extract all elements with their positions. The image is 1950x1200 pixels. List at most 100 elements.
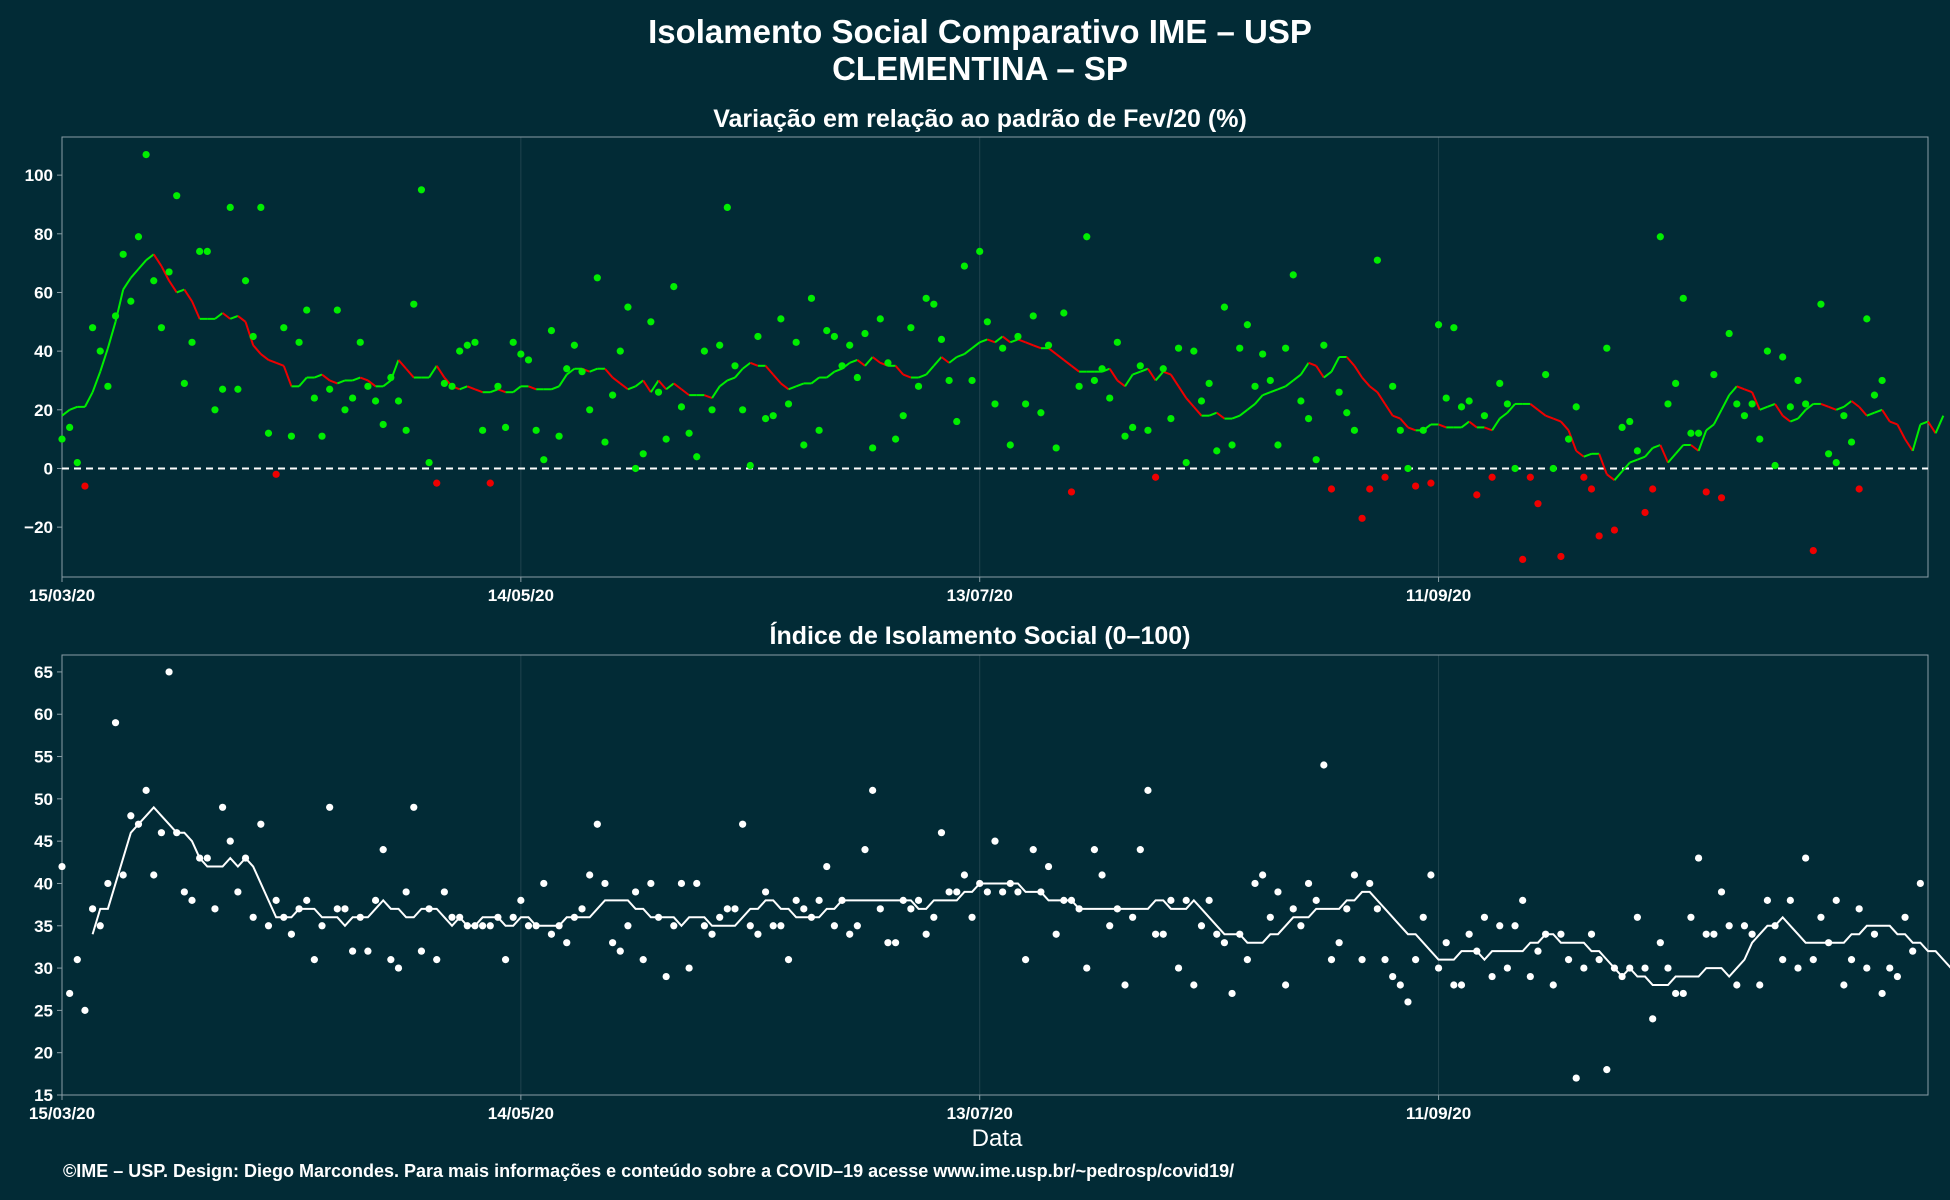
data-point [1151,930,1160,938]
moving-average-segment [566,367,575,376]
moving-average-segment [1835,405,1845,411]
data-point [303,306,311,314]
moving-average-segment [1567,429,1578,452]
data-point [1748,930,1756,938]
moving-average-segment [61,409,71,417]
data-point [1702,488,1710,496]
data-point [1916,879,1924,888]
data-point [570,913,578,921]
data-point [1473,947,1481,955]
data-point [81,1006,89,1014]
moving-average-segment [329,379,338,385]
data-point [601,879,609,888]
data-point [891,939,900,947]
data-point [1717,494,1726,502]
moving-average-segment [979,338,988,344]
data-point [127,812,135,820]
data-point [1450,981,1458,989]
x-tick-label: 14/05/20 [488,1104,554,1123]
data-point [356,338,364,346]
data-point [364,947,372,955]
moving-average-segment [512,385,522,393]
moving-average-segment [130,268,140,279]
moving-average-segment [1720,394,1731,411]
moving-average-segment [1934,415,1945,434]
data-point [1282,981,1290,989]
data-point [463,341,471,349]
data-point [853,922,861,930]
moving-average-segment [1124,374,1134,387]
data-point [731,362,739,370]
data-point [540,879,548,888]
data-point [1779,956,1787,964]
y-tick-label: −20 [24,518,53,537]
panel-2-title: Índice de Isolamento Social (0–100) [770,621,1191,650]
data-point [356,913,364,921]
data-point [1473,491,1481,499]
data-point [486,479,494,487]
moving-average-segment [788,385,797,391]
moving-average-segment [994,335,1004,344]
data-point [494,382,502,390]
data-point [586,871,594,879]
y-tick-label: 65 [34,663,53,682]
data-point [1129,913,1137,921]
data-point [333,306,341,314]
data-point [1457,981,1466,989]
moving-average-segment [214,312,224,320]
data-point [853,373,861,382]
data-point [1434,964,1443,972]
data-point [1519,896,1527,904]
data-point [930,300,938,308]
data-point [1855,905,1863,913]
y-tick-label: 50 [34,790,53,809]
y-tick-label: 30 [34,959,53,978]
data-point [754,930,762,938]
moving-average-segment [435,365,446,379]
data-point [1350,426,1359,434]
data-point [88,905,97,913]
x-axis-label: Data [972,1125,1023,1152]
data-point [716,341,724,349]
data-point [1396,426,1404,434]
data-point [1243,321,1251,329]
data-point [1220,303,1229,311]
data-point [746,922,754,930]
data-point [746,461,754,470]
data-point [586,406,594,414]
data-point [1610,964,1619,972]
data-point [249,332,257,341]
data-point [1396,981,1404,989]
data-point [1343,905,1351,913]
data-point [349,947,357,955]
moving-average-segment [1468,420,1478,429]
moving-average-segment [137,259,147,270]
data-point [1725,329,1733,338]
data-point [494,913,502,921]
data-point [700,922,708,930]
data-point [1029,312,1037,320]
y-tick-label: 0 [44,459,53,478]
data-point [1847,956,1856,964]
data-point [1549,464,1557,473]
data-point [578,368,586,376]
y-tick-label: 60 [34,705,53,724]
data-point [1786,403,1794,411]
moving-average-segment [864,356,874,367]
data-point [1480,913,1489,921]
moving-average-segment [152,253,163,267]
moving-average-segment [1154,371,1165,382]
data-point [150,871,158,879]
moving-average-segment [1330,356,1341,373]
data-point [1511,922,1519,930]
moving-average-segment [268,358,277,364]
data-point [1014,332,1022,341]
data-point [211,905,219,913]
data-point [341,406,349,414]
data-point [425,459,433,467]
data-point [318,432,326,440]
moving-average-segment [604,368,614,379]
data-point [264,922,273,930]
moving-average-segment [849,358,858,364]
data-point [1389,382,1397,390]
